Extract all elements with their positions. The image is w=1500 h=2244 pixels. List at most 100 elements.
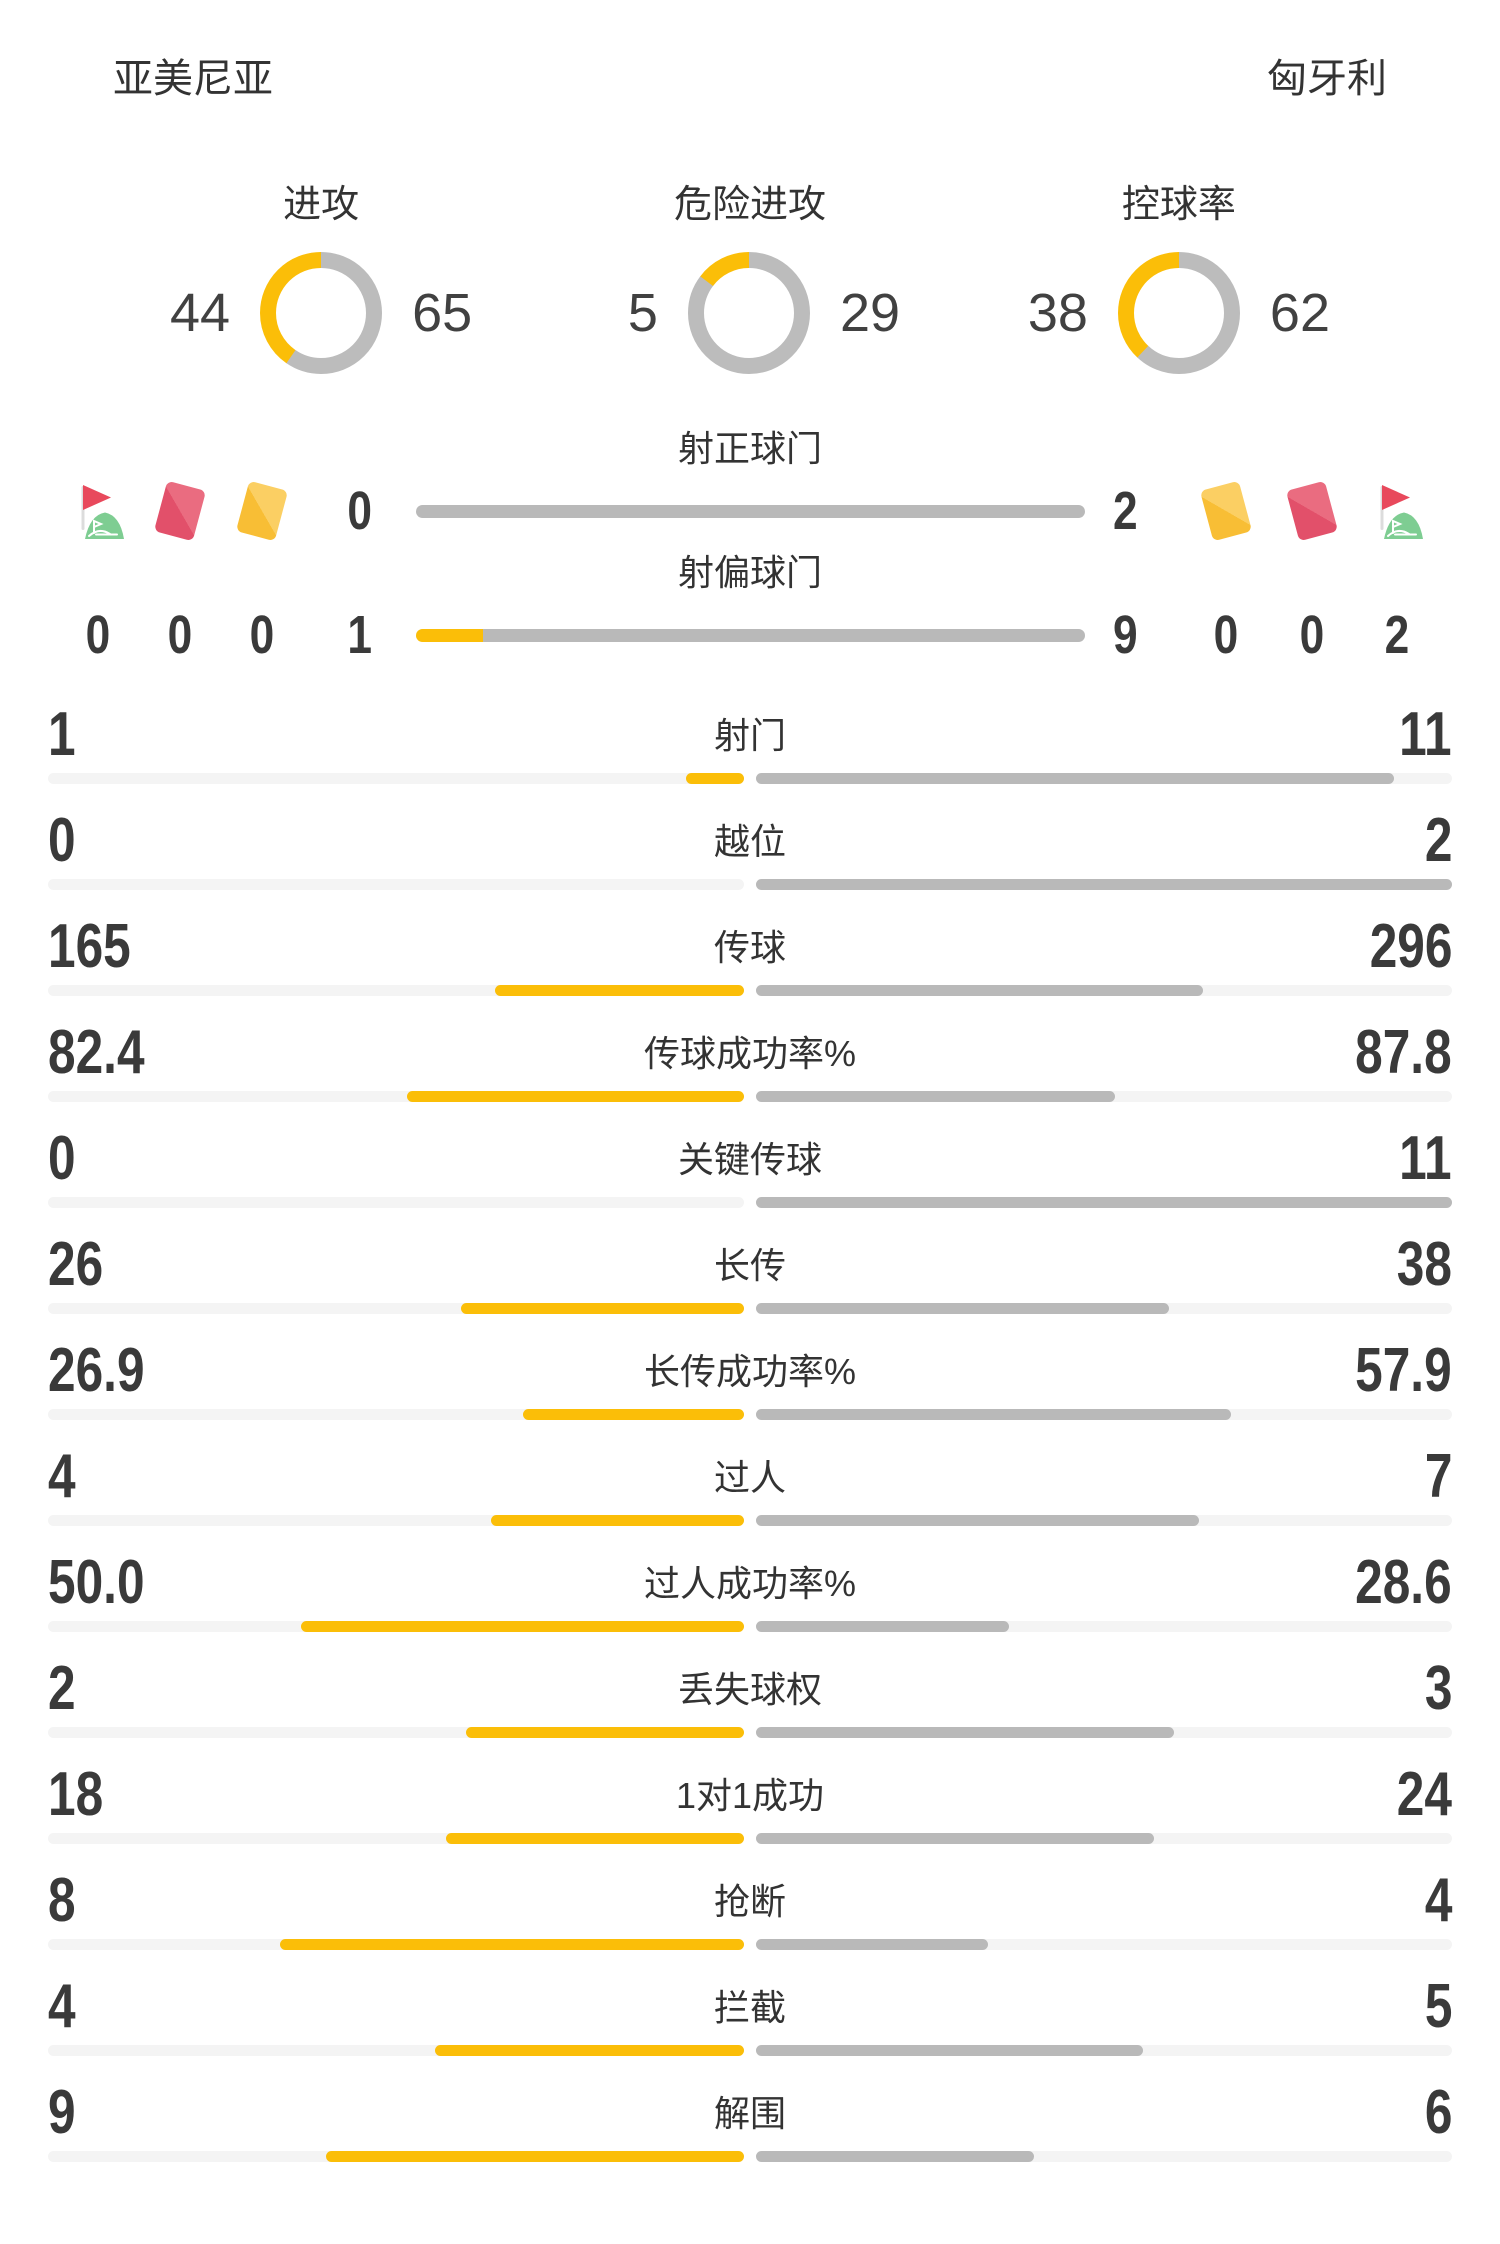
stat-away-track: [756, 1727, 1452, 1738]
stat-label: 传球成功率%: [643, 1033, 856, 1074]
stat-home-value: 165: [48, 912, 131, 981]
bar-fill-away: [416, 505, 1085, 518]
stat-label: 关键传球: [677, 1139, 822, 1180]
stat-row-4: 0 关键传球 11: [0, 1112, 1500, 1218]
stat-away-fill: [756, 773, 1395, 784]
home-red-cards-count: 0: [167, 605, 193, 665]
stat-away-track: [756, 1939, 1452, 1950]
donut-chart-icon: [260, 252, 383, 374]
stat-away-fill: [756, 2151, 1035, 2162]
away-team: 匈牙利: [1267, 46, 1448, 104]
stat-away-track: [756, 1515, 1452, 1526]
away-yellow-card-icon: [1199, 480, 1253, 542]
stat-label: 抢断: [713, 1881, 786, 1922]
stat-away-value: 24: [1396, 1760, 1452, 1829]
bar-fill-home: [416, 629, 483, 642]
donut-title: 控球率: [1121, 184, 1236, 226]
stat-away-value: 38: [1396, 1230, 1452, 1299]
stat-row-12: 4 拦截 5: [0, 1960, 1500, 2066]
donut-home-value: 44: [170, 283, 231, 343]
stat-row-13: 9 解围 6: [0, 2066, 1500, 2172]
stat-home-fill: [490, 1515, 744, 1526]
away-team-name: 匈牙利: [1267, 57, 1387, 101]
stat-home-track: [48, 1197, 744, 1208]
stat-away-track: [756, 985, 1452, 996]
stat-home-track: [48, 1515, 744, 1526]
stat-away-value: 296: [1369, 912, 1452, 981]
stat-away-fill: [756, 2045, 1143, 2056]
header: 亚美尼亚 匈牙利: [0, 0, 1500, 104]
shots-on-target-row: 0 2: [0, 480, 1500, 542]
stat-away-track: [756, 1409, 1452, 1420]
donut-away-value: 62: [1269, 283, 1330, 343]
stat-label: 1对1成功: [675, 1775, 825, 1816]
stat-home-track: [48, 1091, 744, 1102]
stat-away-fill: [756, 879, 1452, 890]
stat-label: 传球: [713, 927, 786, 968]
stat-away-fill: [756, 985, 1203, 996]
stat-label: 过人成功率%: [643, 1563, 856, 1604]
bar-fill-away: [482, 629, 1085, 642]
stat-home-value: 1: [48, 700, 76, 769]
home-yellow-cards-count: 0: [249, 605, 275, 665]
stat-label: 丢失球权: [677, 1669, 822, 1710]
stat-label: 长传: [713, 1245, 786, 1286]
shots-on-target-bar: [416, 505, 1085, 518]
stat-row-6: 26.9 长传成功率% 57.9: [0, 1324, 1500, 1430]
donut-home-value: 5: [627, 283, 658, 343]
stat-away-value: 11: [1399, 700, 1452, 769]
stat-away-track: [756, 2045, 1452, 2056]
stat-home-value: 0: [48, 1124, 76, 1193]
stat-row-5: 26 长传 38: [0, 1218, 1500, 1324]
stat-away-value: 28.6: [1355, 1548, 1452, 1617]
home-corner-flag-icon: [72, 483, 125, 539]
shots-on-target-away-value: 2: [1113, 481, 1138, 541]
stat-home-value: 4: [48, 1442, 76, 1511]
donut-row: 5 29: [600, 252, 900, 374]
stat-home-fill: [494, 985, 744, 996]
stat-label: 越位: [713, 821, 786, 862]
stat-home-fill: [445, 1833, 744, 1844]
stat-away-fill: [756, 1621, 1010, 1632]
stat-home-fill: [326, 2151, 744, 2162]
stat-away-value: 11: [1399, 1124, 1452, 1193]
stat-home-track: [48, 879, 744, 890]
shots-off-target-bar: [416, 629, 1085, 642]
stat-home-value: 26.9: [48, 1336, 145, 1405]
stat-away-value: 3: [1424, 1654, 1452, 1723]
stat-home-fill: [686, 773, 744, 784]
home-team-name: 亚美尼亚: [113, 57, 273, 101]
stat-home-value: 82.4: [48, 1018, 145, 1087]
donut-col-1: 危险进攻 5 29: [600, 184, 900, 374]
stat-home-value: 9: [48, 2078, 76, 2147]
stat-home-track: [48, 1727, 744, 1738]
away-yellow-cards-count: 0: [1213, 605, 1239, 665]
stat-away-fill: [756, 1409, 1232, 1420]
donut-col-2: 控球率 38 62: [1028, 184, 1330, 374]
stat-home-track: [48, 1621, 744, 1632]
donut-col-0: 进攻 44 65: [170, 184, 472, 374]
stat-home-track: [48, 1833, 744, 1844]
stat-away-track: [756, 879, 1452, 890]
donut-title: 危险进攻: [673, 184, 826, 226]
stat-row-2: 165 传球 296: [0, 900, 1500, 1006]
stat-home-fill: [434, 2045, 744, 2056]
stat-home-track: [48, 2045, 744, 2056]
stat-label: 长传成功率%: [643, 1351, 856, 1392]
home-yellow-card-icon: [235, 480, 289, 542]
donut-title: 进攻: [283, 184, 360, 226]
stat-away-fill: [756, 1197, 1452, 1208]
stat-away-fill: [756, 1515, 1199, 1526]
stat-away-value: 4: [1424, 1866, 1452, 1935]
stat-away-track: [756, 1091, 1452, 1102]
away-corner-flag-icon: [1371, 483, 1424, 539]
shots-off-target-home-value: 1: [347, 605, 372, 665]
stat-home-value: 4: [48, 1972, 76, 2041]
stat-home-track: [48, 1939, 744, 1950]
away-corners-count: 2: [1384, 605, 1410, 665]
stat-home-value: 2: [48, 1654, 76, 1723]
donut-chart-icon: [1117, 252, 1240, 374]
stat-label: 解围: [713, 2093, 786, 2134]
stat-row-9: 2 丢失球权 3: [0, 1642, 1500, 1748]
home-corners-count: 0: [85, 605, 111, 665]
